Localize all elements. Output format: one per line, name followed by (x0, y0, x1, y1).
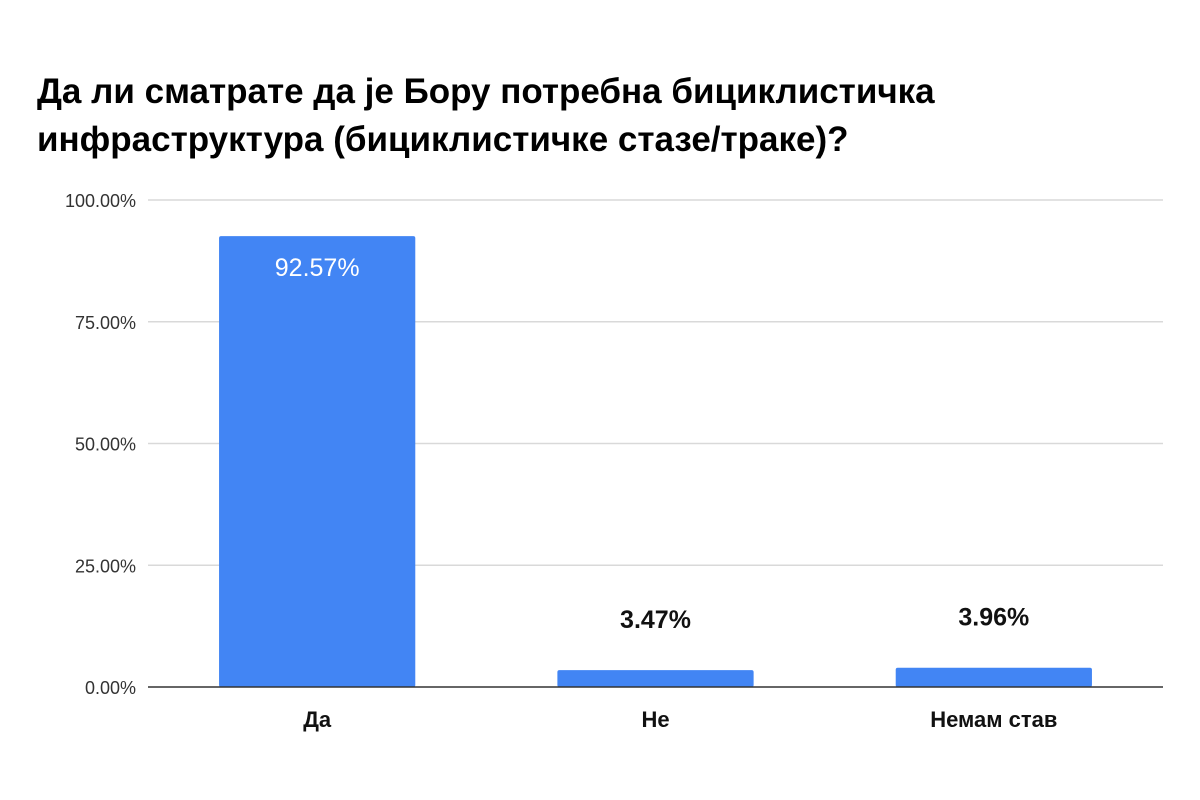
x-axis-category-labels: Да Не Немам став (303, 707, 1057, 732)
data-label: 92.57% (275, 254, 360, 282)
y-tick-label: 0.00% (85, 678, 136, 698)
y-tick-label: 25.00% (75, 556, 136, 576)
y-tick-label: 75.00% (75, 313, 136, 333)
bar (557, 670, 754, 687)
data-labels: 92.57% 3.47% 3.96% (275, 254, 1030, 634)
bar (895, 667, 1092, 687)
data-label: 3.47% (620, 606, 691, 634)
chart-title: Да ли сматрате да је Бору потребна бицик… (37, 72, 935, 159)
x-category-label: Не (641, 707, 669, 732)
bars (219, 236, 1092, 688)
y-tick-label: 50.00% (75, 435, 136, 455)
x-category-label: Да (303, 707, 332, 732)
data-label: 3.96% (958, 604, 1029, 632)
y-tick-label: 100.00% (65, 191, 136, 211)
bar (219, 236, 416, 688)
x-category-label: Немам став (930, 707, 1057, 732)
y-axis-tick-labels: 0.00% 25.00% 50.00% 75.00% 100.00% (65, 191, 136, 698)
